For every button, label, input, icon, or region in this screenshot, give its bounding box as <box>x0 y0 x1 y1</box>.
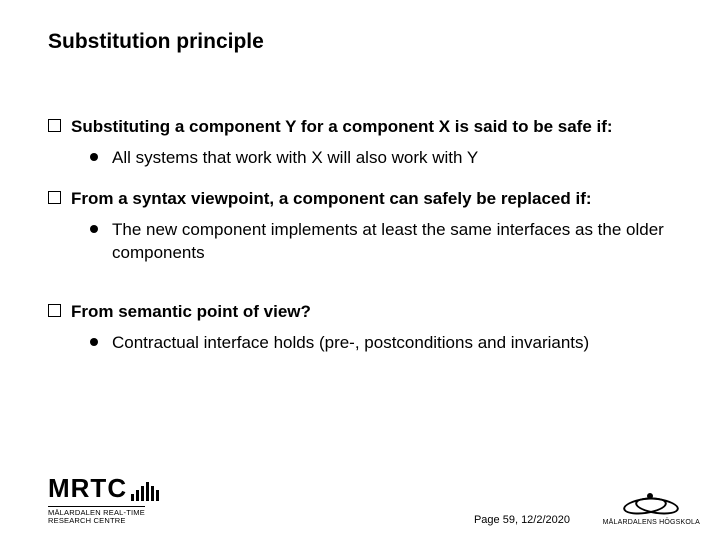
mrtc-logo: MRTC MÄLARDALEN REAL-TIME RESEARCH CENTR… <box>48 473 159 526</box>
sub-bullet-item: All systems that work with X will also w… <box>90 147 672 170</box>
spacer <box>48 283 672 301</box>
mdh-shape-icon <box>623 495 679 517</box>
bullet-text: From semantic point of view? <box>71 301 672 324</box>
sub-bullet-text: All systems that work with X will also w… <box>112 147 672 170</box>
bullet-item: From semantic point of view? <box>48 301 672 324</box>
mrtc-mark: MRTC <box>48 473 159 504</box>
slide-title: Substitution principle <box>48 30 672 54</box>
checkbox-icon <box>48 304 61 317</box>
bullet-dot-icon <box>90 338 98 346</box>
mdh-subtitle: MÄLARDALENS HÖGSKOLA <box>603 519 700 526</box>
mdh-logo: MÄLARDALENS HÖGSKOLA <box>603 495 700 526</box>
bullet-text: Substituting a component Y for a compone… <box>71 116 672 139</box>
bullet-item: Substituting a component Y for a compone… <box>48 116 672 139</box>
sub-bullet-item: The new component implements at least th… <box>90 219 672 265</box>
bullet-dot-icon <box>90 225 98 233</box>
mrtc-letters: MRTC <box>48 473 127 504</box>
slide: Substitution principle Substituting a co… <box>0 0 720 540</box>
footer: MRTC MÄLARDALEN REAL-TIME RESEARCH CENTR… <box>0 473 720 526</box>
sub-bullet-item: Contractual interface holds (pre-, postc… <box>90 332 672 355</box>
bullet-list: Substituting a component Y for a compone… <box>48 116 672 355</box>
sub-bullet-text: Contractual interface holds (pre-, postc… <box>112 332 672 355</box>
checkbox-icon <box>48 119 61 132</box>
mrtc-subtitle: MÄLARDALEN REAL-TIME RESEARCH CENTRE <box>48 506 145 526</box>
bullet-dot-icon <box>90 153 98 161</box>
page-number: Page 59, 12/2/2020 <box>474 514 570 526</box>
bars-icon <box>131 482 159 504</box>
checkbox-icon <box>48 191 61 204</box>
sub-bullet-text: The new component implements at least th… <box>112 219 672 265</box>
bullet-item: From a syntax viewpoint, a component can… <box>48 188 672 211</box>
bullet-text: From a syntax viewpoint, a component can… <box>71 188 672 211</box>
mrtc-sub-line2: RESEARCH CENTRE <box>48 517 145 526</box>
